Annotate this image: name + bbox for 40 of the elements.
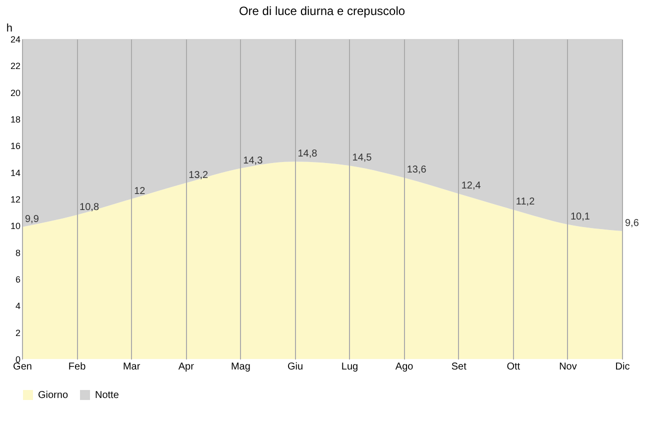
x-tick-label: Mar (122, 362, 141, 372)
y-tick-label: 6 (15, 274, 20, 284)
y-tick-label: 8 (15, 248, 20, 258)
x-tick-label: Dic (615, 362, 630, 372)
y-tick-label: 4 (15, 301, 20, 312)
data-label: 13,2 (188, 170, 209, 181)
chart-title: Ore di luce diurna e crepuscolo (238, 4, 406, 18)
y-tick-label: 18 (10, 114, 20, 124)
y-tick-label: 16 (10, 141, 20, 152)
x-tick-label: Feb (68, 362, 86, 372)
x-tick-label: Set (451, 362, 467, 372)
data-label: 9,9 (25, 214, 40, 225)
y-tick-label: 10 (10, 221, 20, 232)
x-tick-label: Ago (395, 362, 414, 372)
legend-label: Giorno (38, 390, 68, 401)
data-label: 14,5 (352, 152, 372, 164)
data-label: 11,2 (516, 196, 536, 208)
y-tick-label: 2 (15, 328, 20, 338)
data-label: 10,8 (80, 202, 100, 213)
legend-label: Notte (95, 390, 120, 401)
x-tick-label: Lug (341, 362, 358, 372)
x-tick-label: Gen (13, 362, 32, 372)
data-label: 9,6 (625, 218, 640, 229)
x-tick-label: Giu (287, 362, 304, 372)
y-tick-label: 24 (10, 34, 20, 44)
data-label: 14,8 (298, 148, 318, 160)
y-tick-label: 22 (10, 61, 20, 72)
y-axis-title: h (6, 22, 12, 34)
x-tick-label: Mag (230, 362, 250, 372)
x-tick-label: Apr (178, 362, 195, 372)
data-label: 13,6 (406, 164, 427, 176)
y-tick-label: 12 (10, 194, 20, 204)
data-label: 12 (134, 186, 146, 197)
data-label: 10,1 (570, 211, 590, 222)
y-tick-label: 20 (10, 88, 20, 98)
x-tick-label: Ott (506, 362, 520, 372)
data-label: 14,3 (243, 155, 264, 166)
y-tick-label: 14 (10, 168, 20, 178)
data-label: 12,4 (461, 180, 482, 192)
x-tick-label: Nov (559, 362, 577, 372)
